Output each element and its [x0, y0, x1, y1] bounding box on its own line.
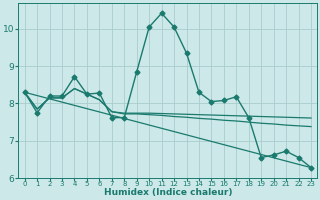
X-axis label: Humidex (Indice chaleur): Humidex (Indice chaleur) — [104, 188, 232, 197]
